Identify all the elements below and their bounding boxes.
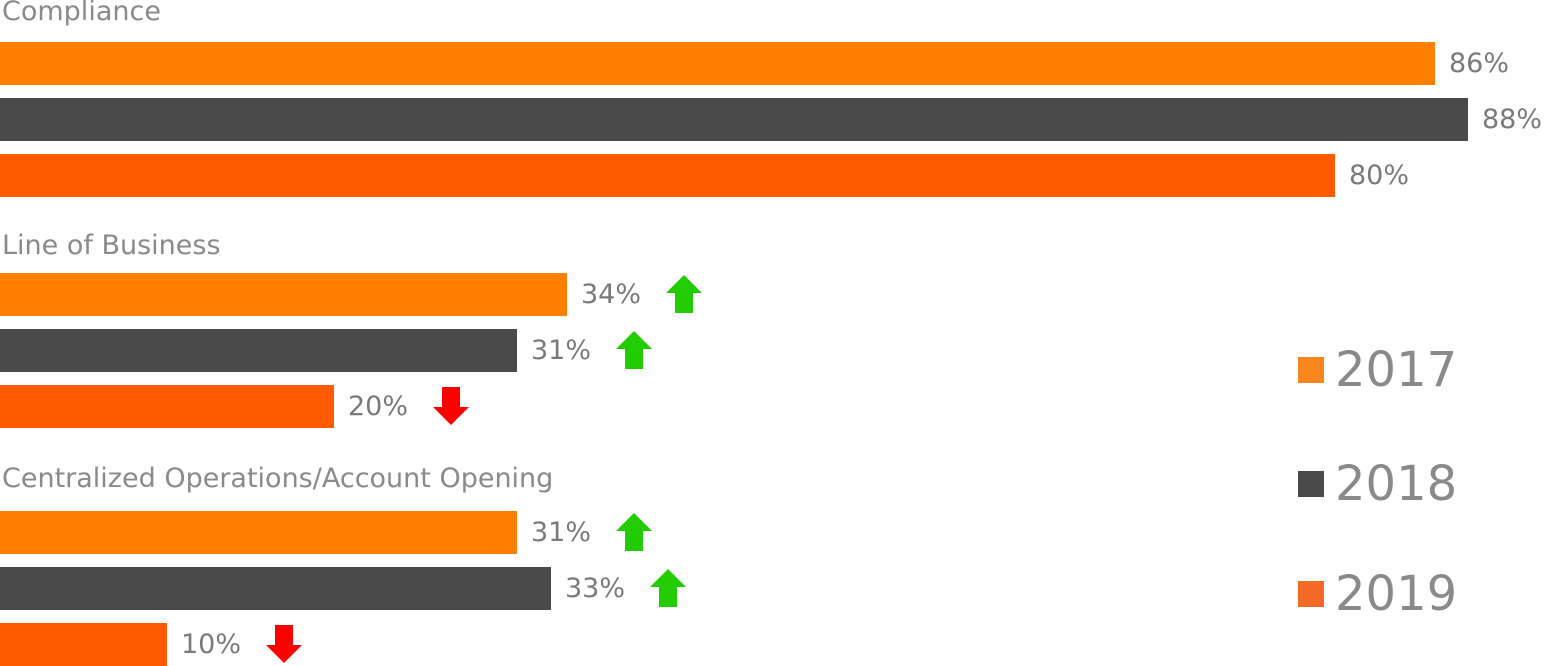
bar-centralized-operations-account-opening-2017 xyxy=(0,511,517,554)
value-label-centralized-operations-account-opening-2018: 33% xyxy=(565,573,626,604)
value-label-compliance-2018: 88% xyxy=(1482,104,1543,135)
value-label-line-of-business-2018: 31% xyxy=(531,335,592,366)
trend-down-arrow-icon xyxy=(266,625,302,663)
bar-line-of-business-2019 xyxy=(0,385,334,428)
trend-down-arrow-icon xyxy=(433,387,469,425)
legend-label-2018: 2018 xyxy=(1335,456,1458,512)
bar-compliance-2017 xyxy=(0,42,1435,85)
value-label-centralized-operations-account-opening-2019: 10% xyxy=(181,629,242,660)
bar-line-of-business-2018 xyxy=(0,329,517,372)
legend-label-2017: 2017 xyxy=(1335,342,1458,398)
value-label-line-of-business-2019: 20% xyxy=(348,391,409,422)
trend-up-arrow-icon xyxy=(666,275,702,313)
legend-swatch-2018 xyxy=(1298,471,1324,497)
value-label-compliance-2019: 80% xyxy=(1349,160,1410,191)
value-label-centralized-operations-account-opening-2017: 31% xyxy=(531,517,592,548)
bar-compliance-2019 xyxy=(0,154,1335,197)
value-label-line-of-business-2017: 34% xyxy=(581,279,642,310)
value-label-compliance-2017: 86% xyxy=(1449,48,1510,79)
group-title-compliance: Compliance xyxy=(2,0,161,27)
trend-up-arrow-icon xyxy=(650,569,686,607)
bar-compliance-2018 xyxy=(0,98,1468,141)
trend-up-arrow-icon xyxy=(616,331,652,369)
bar-line-of-business-2017 xyxy=(0,273,567,316)
group-title-line-of-business: Line of Business xyxy=(2,230,221,261)
group-title-centralized-operations: Centralized Operations/Account Opening xyxy=(2,463,554,494)
legend-swatch-2017 xyxy=(1298,357,1324,383)
bar-centralized-operations-account-opening-2018 xyxy=(0,567,551,610)
legend-swatch-2019 xyxy=(1298,581,1324,607)
bar-centralized-operations-account-opening-2019 xyxy=(0,623,167,666)
trend-up-arrow-icon xyxy=(616,513,652,551)
legend-label-2019: 2019 xyxy=(1335,566,1458,622)
